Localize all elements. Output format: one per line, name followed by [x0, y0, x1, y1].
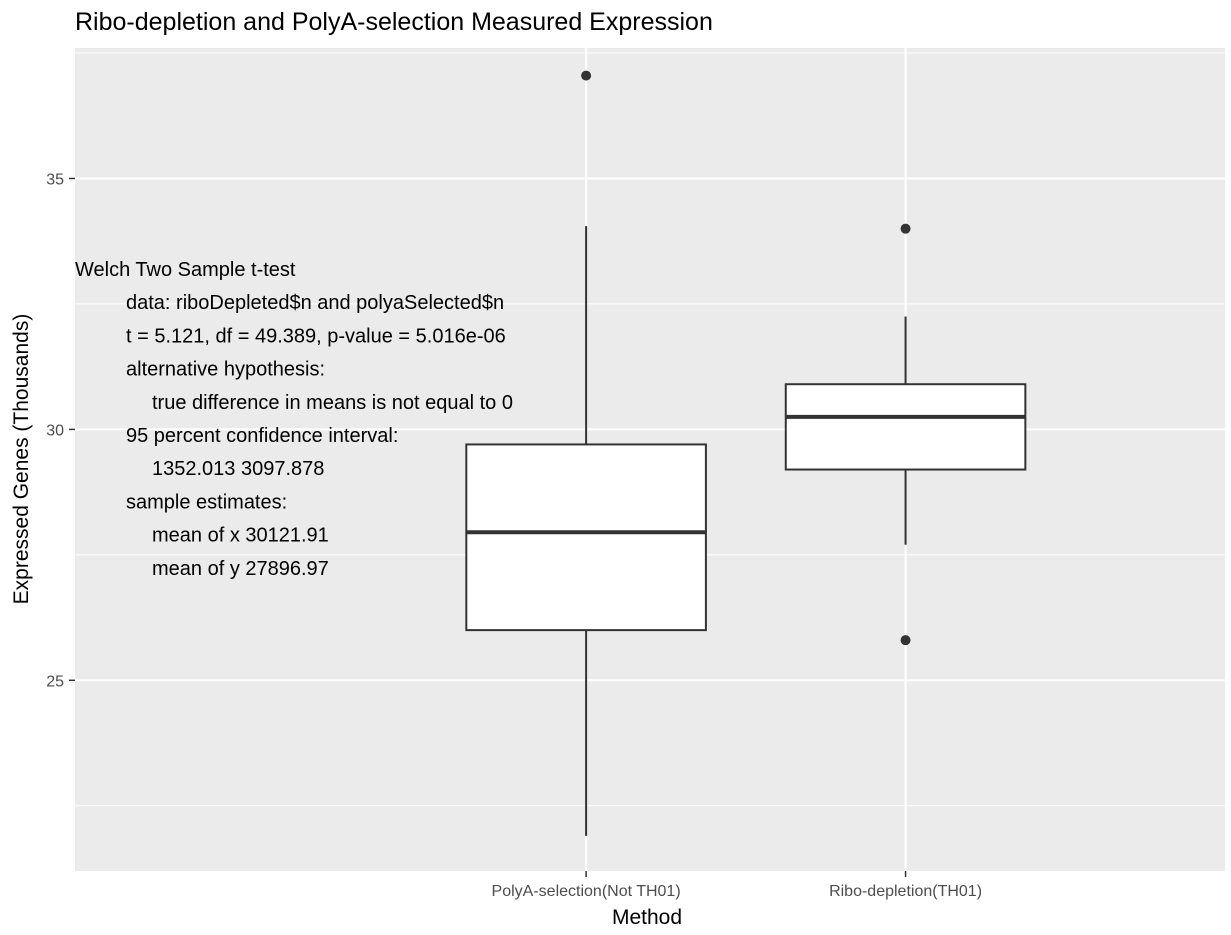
y-axis-title: Expressed Genes (Thousands) — [10, 314, 33, 605]
outlier-point — [900, 635, 911, 646]
y-tick-label: 30 — [46, 422, 64, 439]
annotation-line: mean of y 27896.97 — [152, 558, 329, 580]
y-tick-label: 25 — [46, 673, 64, 690]
box-iqr — [465, 443, 707, 632]
annotation-line: 95 percent confidence interval: — [126, 425, 398, 447]
annotation-line: sample estimates: — [126, 491, 287, 513]
chart-title: Ribo-depletion and PolyA-selection Measu… — [75, 8, 713, 36]
annotation-line: 1352.013 3097.878 — [152, 458, 324, 480]
box-0 — [465, 70, 707, 836]
outlier-point — [581, 70, 592, 81]
t-test-annotation: Welch Two Sample t-test data: riboDeplete… — [75, 259, 513, 580]
annotation-line: mean of x 30121.91 — [152, 525, 329, 547]
boxes — [465, 70, 1027, 836]
x-axis: PolyA-selection(Not TH01) Ribo-depletion(… — [492, 871, 982, 900]
annotation-line: alternative hypothesis: — [126, 359, 325, 381]
annotation-line: true difference in means is not equal to… — [152, 392, 513, 414]
x-axis-title: Method — [612, 906, 682, 929]
y-tick-label: 35 — [46, 171, 64, 188]
x-tick-label: Ribo-depletion(TH01) — [829, 883, 982, 900]
y-axis: 25 30 35 — [46, 171, 75, 690]
box-1 — [784, 223, 1027, 646]
annotation-line: Welch Two Sample t-test — [75, 259, 296, 281]
outlier-point — [900, 223, 911, 234]
x-tick-label: PolyA-selection(Not TH01) — [492, 883, 681, 900]
annotation-line: t = 5.121, df = 49.389, p-value = 5.016e… — [126, 325, 506, 347]
annotation-line: data: riboDepleted$n and polyaSelected$n — [126, 292, 504, 314]
box-iqr — [784, 383, 1027, 471]
